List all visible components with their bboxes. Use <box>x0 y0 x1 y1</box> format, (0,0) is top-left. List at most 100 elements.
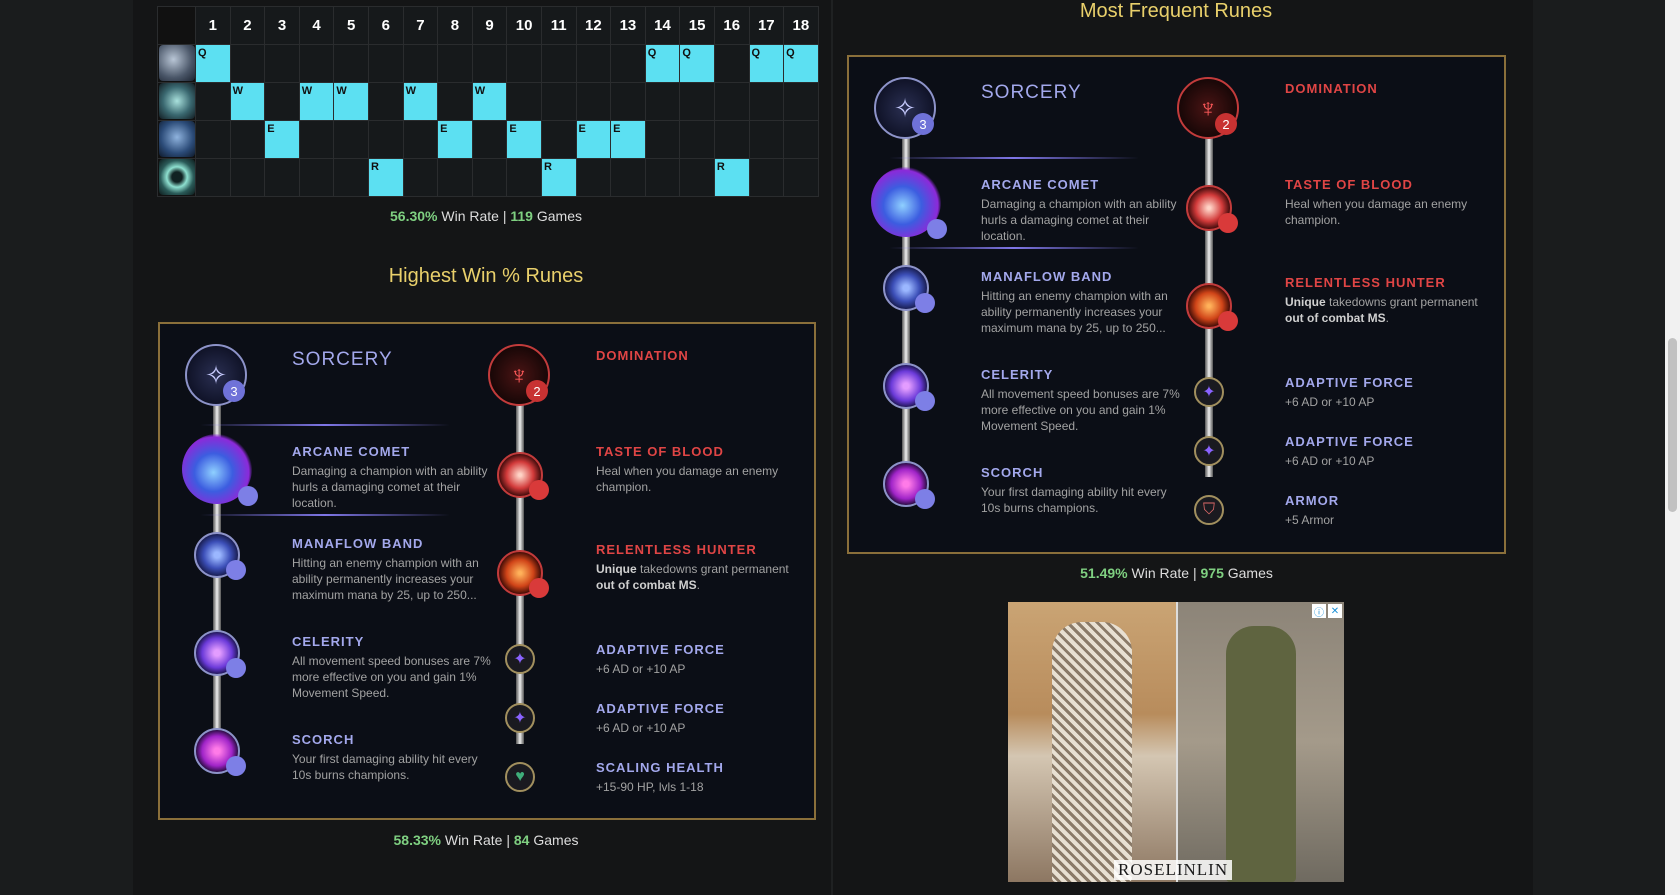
ad-close-icon[interactable]: ✕ <box>1328 604 1342 618</box>
highest-win-stats: 58.33% Win Rate | 84 Games <box>157 832 815 848</box>
level-header: 13 <box>610 6 646 45</box>
level-header: 4 <box>298 6 335 45</box>
skill-level-cell <box>679 158 715 197</box>
primary-rune-name: MANAFLOW BAND <box>292 536 424 551</box>
level-header: 17 <box>748 6 785 45</box>
skill-level-cell <box>333 158 369 197</box>
skill-level-cell <box>195 82 231 121</box>
skill-level-cell <box>610 44 646 83</box>
secondary-rune-name: RELENTLESS HUNTER <box>1285 275 1446 290</box>
secondary-rune-desc: Unique takedowns grant permanent out of … <box>596 561 796 593</box>
skill-level-cell <box>575 158 612 197</box>
shard-desc: +6 AD or +10 AP <box>596 721 686 735</box>
scrollbar-thumb[interactable] <box>1668 338 1677 512</box>
skill-level-cell: Q <box>195 44 231 83</box>
rune-selected-dot <box>915 293 935 313</box>
desc-text: takedowns grant permanent <box>1325 295 1478 309</box>
skill-level-cell <box>713 44 750 83</box>
skill-level-header: 1 2 3 4 5 6 7 8 9 10 11 12 13 14 15 16 1… <box>157 6 819 45</box>
ad-info-icon[interactable]: ⓘ <box>1312 604 1326 619</box>
skill-level-cell <box>713 120 750 159</box>
rune-selected-dot <box>226 560 246 580</box>
primary-rune-desc: Hitting an enemy champion with an abilit… <box>292 556 479 602</box>
skill-level-cell <box>610 158 646 197</box>
shard-desc: +15-90 HP, lvls 1-18 <box>596 780 704 794</box>
most-frequent-title: Most Frequent Runes <box>1079 0 1273 22</box>
skill-level-cell <box>437 82 473 121</box>
rune-selected-dot <box>529 480 549 500</box>
rune-selected-dot <box>1218 213 1238 233</box>
secondary-tree-name: DOMINATION <box>596 348 689 363</box>
advertisement[interactable]: ROSELINLIN ⓘ ✕ <box>1008 602 1344 882</box>
secondary-rune-name: TASTE OF BLOOD <box>1285 177 1413 192</box>
skill-level-cell: Q <box>644 44 681 83</box>
adaptive-force-icon: ✦ <box>1194 377 1224 407</box>
shard-name: ARMOR <box>1285 493 1340 508</box>
skill-level-cell <box>195 120 231 159</box>
skill-level-cell <box>610 82 646 121</box>
skill-level-cell <box>298 120 335 159</box>
shard-desc: +6 AD or +10 AP <box>596 662 686 676</box>
win-rate-label: Win Rate <box>441 208 499 224</box>
primary-tree-name: SORCERY <box>292 349 393 370</box>
skill-icon-cell <box>157 82 196 121</box>
level-header: 9 <box>471 6 508 45</box>
desc-bold: out of combat MS <box>596 578 697 592</box>
armor-shard-icon: ⛉ <box>1194 495 1224 525</box>
level-header: 3 <box>264 6 300 45</box>
skill-level-cell <box>333 44 369 83</box>
skill-q-icon <box>158 45 195 81</box>
skill-icon-cell <box>157 44 196 83</box>
skill-level-cell <box>540 44 577 83</box>
skill-w-icon <box>158 83 195 119</box>
desc-bold: out of combat MS <box>1285 311 1386 325</box>
skill-level-cell <box>402 120 439 159</box>
skill-level-cell <box>713 82 750 121</box>
level-header: 5 <box>333 6 369 45</box>
domination-tree-icon: ♆ <box>1177 77 1239 139</box>
header-corner <box>157 6 196 45</box>
skill-level-cell: Q <box>748 44 785 83</box>
games-value: 975 <box>1200 565 1224 581</box>
page-scrollbar[interactable] <box>1665 0 1680 895</box>
primary-rune-name: CELERITY <box>292 634 365 649</box>
shard-desc: +6 AD or +10 AP <box>1285 395 1375 409</box>
skill-level-cell <box>471 44 508 83</box>
skill-level-cell <box>506 158 542 197</box>
skill-level-cell <box>644 120 681 159</box>
level-header: 18 <box>783 6 819 45</box>
primary-rune-desc: All movement speed bonuses are 7% more e… <box>292 654 491 700</box>
skill-level-cell <box>229 120 266 159</box>
scaling-health-icon: ♥ <box>505 762 535 792</box>
skill-icon-cell <box>157 120 196 159</box>
level-header: 12 <box>575 6 612 45</box>
skill-level-cell <box>264 158 300 197</box>
secondary-rune-name: TASTE OF BLOOD <box>596 444 724 459</box>
skill-level-cell <box>540 120 577 159</box>
skill-level-cell: E <box>610 120 646 159</box>
primary-tree-badge: 3 <box>912 113 934 135</box>
skill-level-cell <box>679 82 715 121</box>
skill-level-cell <box>748 120 785 159</box>
skill-level-cell <box>748 158 785 197</box>
adaptive-force-icon: ✦ <box>505 703 535 733</box>
skill-level-cell <box>783 120 819 159</box>
skill-level-cell: Q <box>679 44 715 83</box>
win-rate-value: 56.30% <box>390 208 438 224</box>
primary-rune-name: CELERITY <box>981 367 1054 382</box>
skill-level-cell <box>506 44 542 83</box>
skill-level-cell <box>540 82 577 121</box>
skill-level-cell: R <box>713 158 750 197</box>
shard-name: SCALING HEALTH <box>596 760 724 775</box>
skill-level-cell <box>575 82 612 121</box>
skill-level-cell <box>367 82 404 121</box>
primary-rune-name: ARCANE COMET <box>981 177 1100 192</box>
skill-level-cell <box>367 120 404 159</box>
skill-level-cell: W <box>402 82 439 121</box>
level-header: 1 <box>195 6 231 45</box>
most-frequent-rune-panel: ✧ 3 ♆ 2 SORCERY DOMINATION ARCANE COMET Damagin… <box>847 55 1506 554</box>
rune-selected-dot <box>927 219 947 239</box>
skill-level-cell <box>229 44 266 83</box>
